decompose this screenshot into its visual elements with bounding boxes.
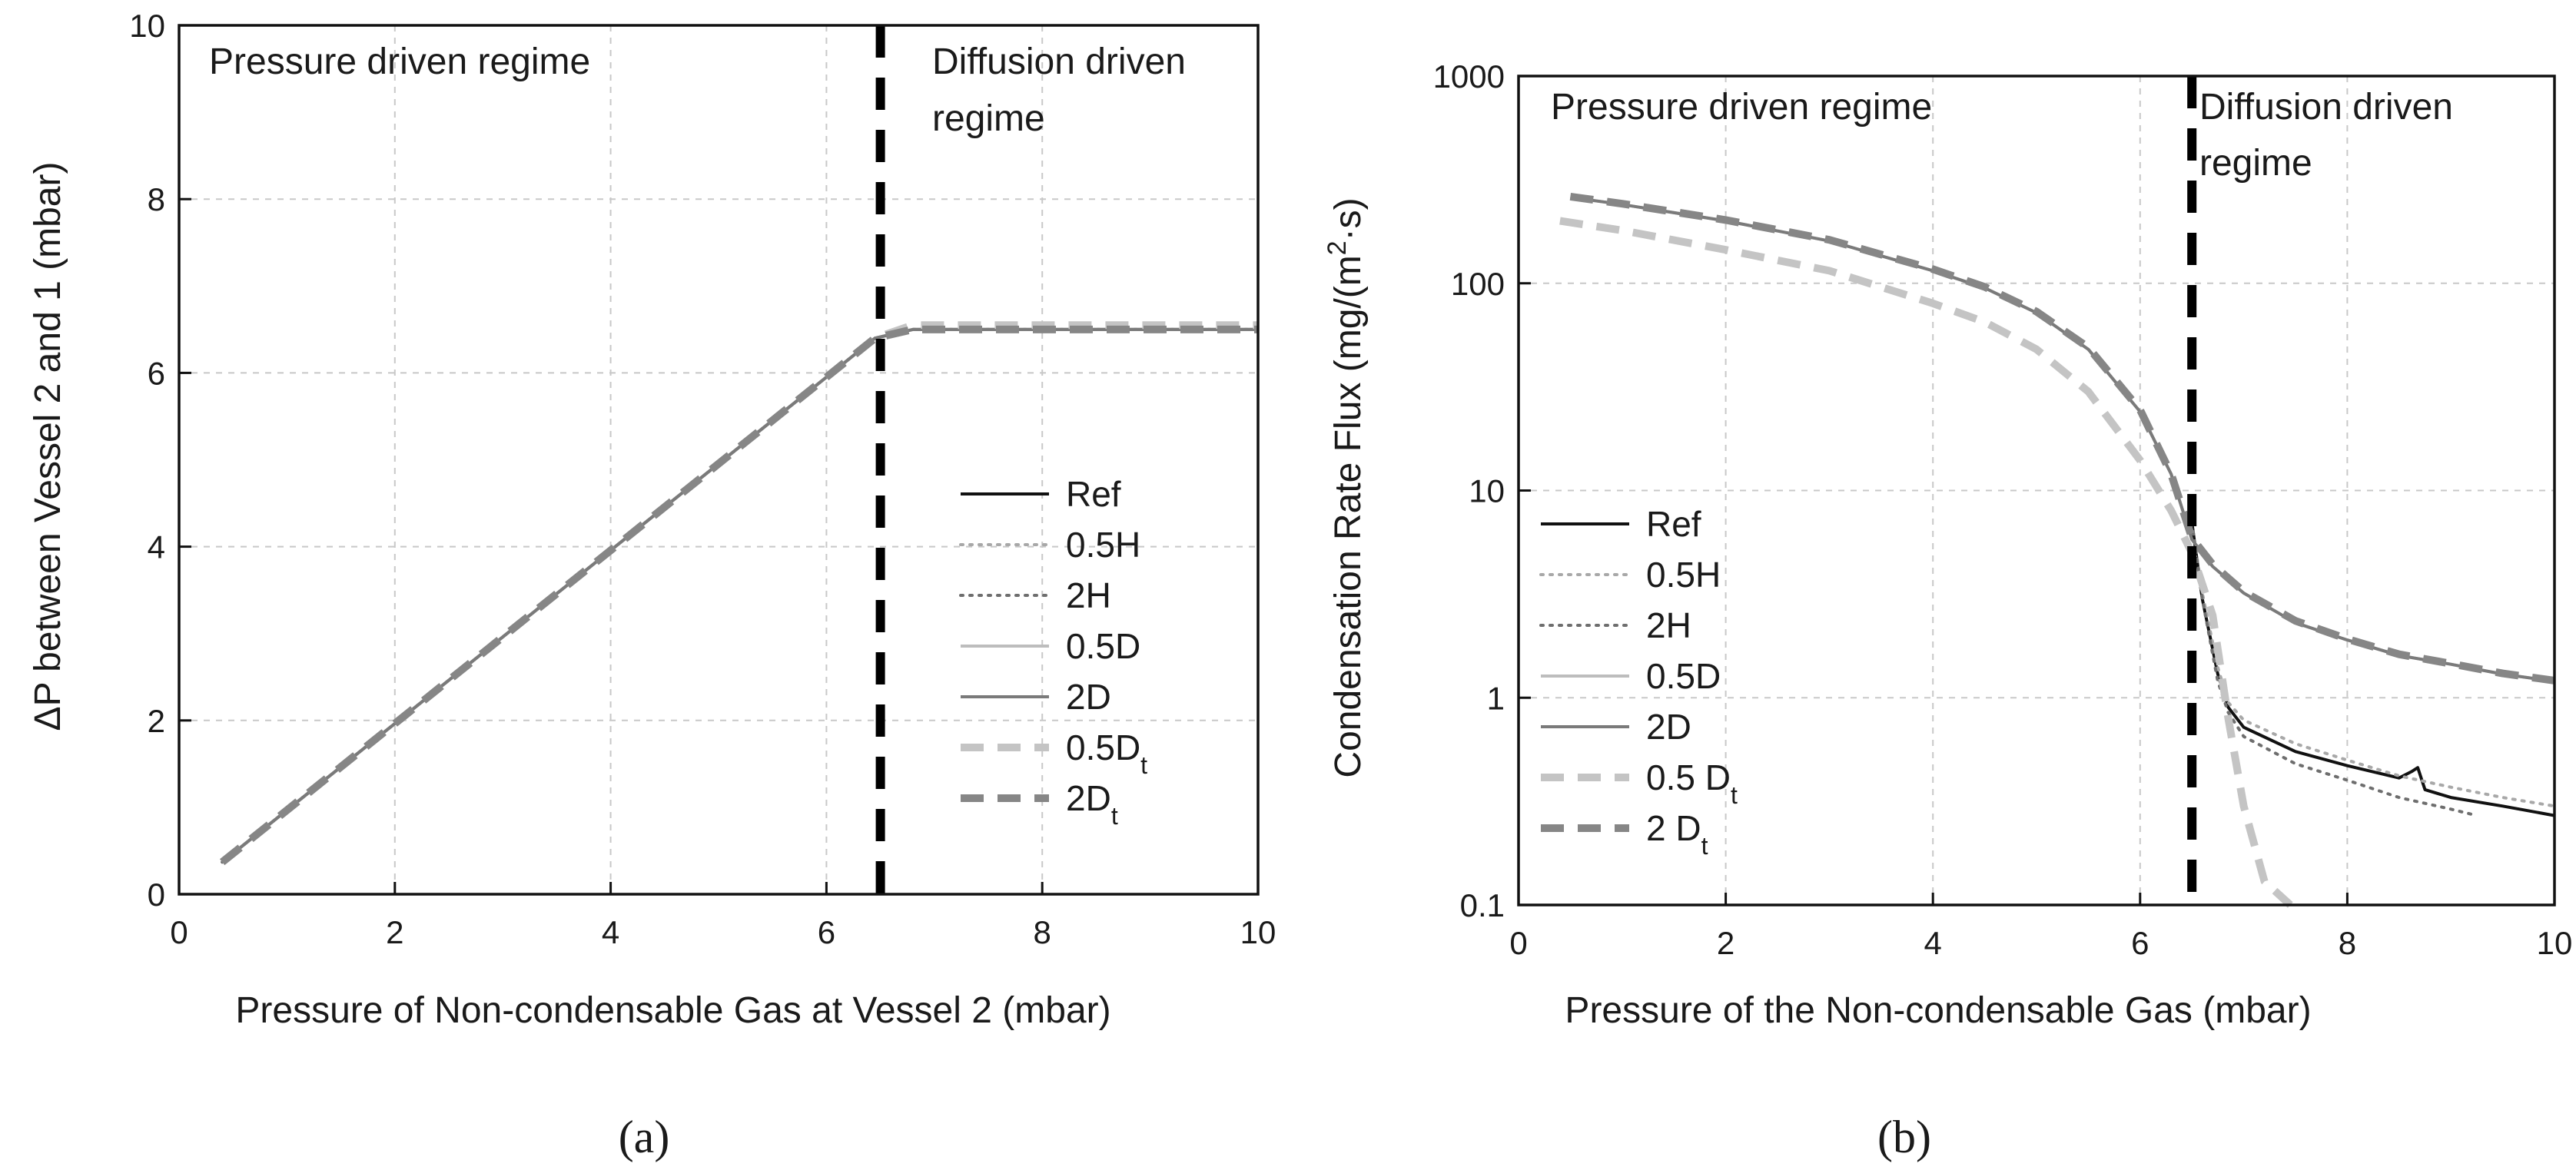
chart-b-series-2H	[2190, 521, 2478, 817]
chart-a-legend-label-sub-0.5Dt: t	[1140, 751, 1147, 779]
chart-b-legend-label-main-0.5D: 0.5D	[1646, 656, 1721, 696]
chart-b-series-0.5D	[1570, 195, 2555, 683]
chart-b-annotation-diffusion-regime-1: Diffusion driven	[2199, 87, 2453, 128]
chart-b-ticks: 0 2 4 6 8 10 0.1 1 10 100 1000	[1433, 58, 2573, 961]
chart-a-annotation-diffusion-regime-1: Diffusion driven	[932, 41, 1186, 82]
chart-b-annotation-diffusion-regime-2: regime	[2199, 143, 2312, 184]
chart-b: 0 2 4 6 8 10 0.1 1 10 100 1000 Pressure driven reg…	[1323, 58, 2572, 1162]
chart-a-legend-label-0.5H: 0.5H	[1066, 525, 1140, 565]
chart-b-x-tick-label-2: 2	[1717, 925, 1734, 961]
chart-a-x-tick-label-0: 0	[170, 914, 188, 950]
chart-b-legend-label-main-2D: 2D	[1646, 707, 1691, 747]
chart-b-y-tick-label-100: 100	[1451, 266, 1505, 302]
chart-a-x-axis-label: Pressure of Non-condensable Gas at Vesse…	[235, 990, 1110, 1031]
chart-b-series	[1559, 192, 2556, 908]
chart-b-annotation-pressure-regime: Pressure driven regime	[1551, 87, 1932, 128]
chart-a-legend-label-main-2Dt: 2D	[1066, 778, 1111, 818]
chart-a-legend-label-sub-2Dt: t	[1111, 802, 1118, 830]
chart-b-legend-label-2H: 2H	[1646, 605, 1691, 645]
chart-b-legend-label-0.5D: 0.5D	[1646, 656, 1721, 696]
chart-a-x-tick-label-10: 10	[1240, 914, 1276, 950]
chart-a-legend-label-main-2H: 2H	[1066, 575, 1111, 615]
chart-b-legend-label-main-Ref: Ref	[1646, 504, 1701, 544]
chart-a-legend-label-main-0.5Dt: 0.5D	[1066, 728, 1140, 767]
chart-a-x-tick-label-4: 4	[602, 914, 619, 950]
chart-b-y-tick-label-1: 1	[1487, 680, 1505, 716]
chart-a-y-tick-label-4: 4	[148, 529, 165, 565]
chart-b-y-tick-label-10: 10	[1469, 473, 1505, 509]
chart-a-frame	[178, 24, 1260, 896]
chart-a-y-tick-label-2: 2	[148, 703, 165, 739]
chart-b-legend-label-2Dt: 2 Dt	[1646, 808, 1708, 860]
chart-a-legend-label-0.5D: 0.5D	[1066, 626, 1140, 666]
chart-b-x-axis-label: Pressure of the Non-condensable Gas (mba…	[1565, 990, 2311, 1031]
chart-b-caption: (b)	[1877, 1112, 1931, 1162]
chart-a-legend-label-main-0.5H: 0.5H	[1066, 525, 1140, 565]
chart-b-y-tick-label-1000: 1000	[1433, 58, 1505, 94]
chart-b-legend-label-0.5Dt: 0.5 Dt	[1646, 757, 1738, 809]
chart-b-y-axis-label: Condensation Rate Flux (mg/(m2·s)	[1323, 197, 1369, 777]
chart-b-x-tick-label-6: 6	[2131, 925, 2149, 961]
chart-b-legend-label-main-2H: 2H	[1646, 605, 1691, 645]
chart-b-legend-label-main-0.5Dt: 0.5 D	[1646, 757, 1731, 797]
chart-a-legend-label-Ref: Ref	[1066, 474, 1121, 514]
chart-a-annotation-pressure-regime: Pressure driven regime	[209, 41, 590, 82]
chart-a-x-tick-label-2: 2	[386, 914, 403, 950]
chart-a-legend-label-2D: 2D	[1066, 677, 1111, 717]
chart-b-x-tick-label-0: 0	[1509, 925, 1527, 961]
chart-a-caption: (a)	[619, 1112, 670, 1162]
chart-a-legend-label-main-2D: 2D	[1066, 677, 1111, 717]
chart-a-x-tick-label-6: 6	[818, 914, 835, 950]
chart-a-legend-label-0.5Dt: 0.5Dt	[1066, 728, 1147, 779]
chart-a-x-tick-label-8: 8	[1034, 914, 1051, 950]
chart-a-legend-label-main-Ref: Ref	[1066, 474, 1121, 514]
chart-b-legend-label-sub-0.5Dt: t	[1731, 781, 1738, 809]
chart-a-legend-label-main-0.5D: 0.5D	[1066, 626, 1140, 666]
chart-a-annotation-diffusion-regime-2: regime	[932, 98, 1045, 139]
chart-b-legend-label-main-2Dt: 2 D	[1646, 808, 1701, 848]
chart-a: 0 2 4 6 8 10 0 2 4 6 8 10 Pressure driven regime Di…	[28, 8, 1276, 1162]
chart-b-x-tick-label-4: 4	[1924, 925, 1942, 961]
chart-a-y-tick-label-10: 10	[129, 8, 165, 44]
chart-b-y-tick-label-0.1: 0.1	[1460, 887, 1505, 923]
chart-b-x-tick-label-8: 8	[2339, 925, 2356, 961]
chart-b-legend-label-main-0.5H: 0.5H	[1646, 555, 1721, 595]
chart-a-y-tick-label-0: 0	[148, 877, 165, 913]
chart-b-series-2Dt	[1569, 192, 2555, 684]
chart-a-series-2Dt	[220, 325, 1258, 866]
chart-b-grid	[1519, 76, 2554, 905]
chart-a-legend-label-2H: 2H	[1066, 575, 1111, 615]
chart-b-legend-label-2D: 2D	[1646, 707, 1691, 747]
chart-b-legend-label-Ref: Ref	[1646, 504, 1701, 544]
chart-b-legend-label-sub-2Dt: t	[1701, 832, 1708, 860]
chart-a-y-axis-label: ΔP between Vessel 2 and 1 (mbar)	[28, 162, 68, 731]
chart-a-series	[220, 321, 1260, 866]
chart-b-x-tick-label-10: 10	[2537, 925, 2573, 961]
chart-b-series-0.5Dt	[1559, 217, 2293, 908]
chart-a-y-tick-label-6: 6	[148, 355, 165, 391]
chart-b-series-0.5H	[2190, 521, 2556, 808]
chart-b-series-2D	[1570, 195, 2555, 683]
chart-a-legend-label-2Dt: 2Dt	[1066, 778, 1118, 830]
chart-b-y-axis-label-sup: 2	[1323, 240, 1352, 255]
chart-a-grid	[179, 25, 1258, 894]
chart-b-legend-label-0.5H: 0.5H	[1646, 555, 1721, 595]
chart-a-y-tick-label-8: 8	[148, 181, 165, 217]
chart-a-ticks: 0 2 4 6 8 10 0 2 4 6 8 10	[129, 8, 1276, 950]
chart-b-y-axis-label-tail: ·s)	[1328, 197, 1369, 240]
chart-b-y-axis-label-main: Condensation Rate Flux (mg/(m	[1328, 255, 1369, 777]
